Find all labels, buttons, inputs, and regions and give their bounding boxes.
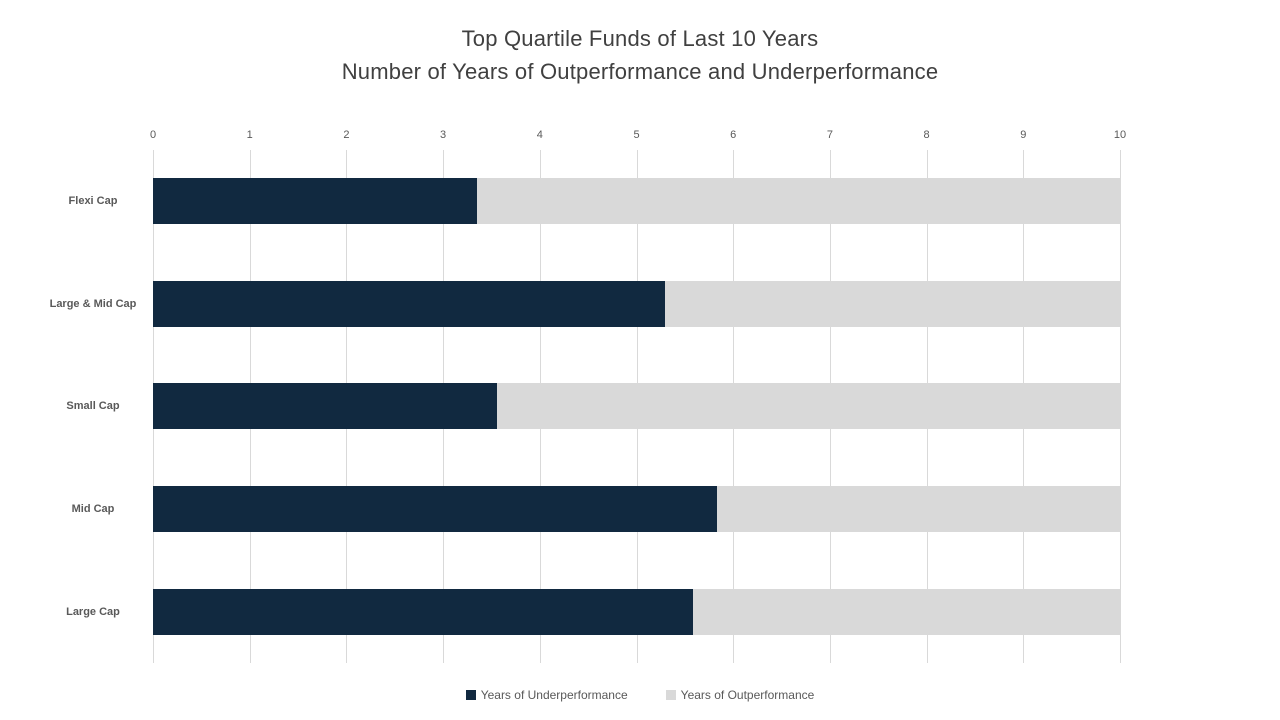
bar-rows: Flexi Cap Large & Mid Cap Small Cap Mid Cap… (50, 150, 1120, 663)
x-axis-tick-label: 10 (1113, 129, 1127, 141)
x-axis-tick-label: 7 (826, 129, 833, 141)
stacked-bar (153, 383, 1120, 430)
outperformance-bar (664, 280, 1120, 327)
x-axis-tick-label: 8 (923, 129, 930, 141)
stacked-bar (153, 588, 1120, 635)
x-axis-tick-label: 3 (440, 129, 447, 141)
legend-swatch-outperformance (665, 690, 676, 700)
x-axis-tick-label: 9 (1020, 129, 1027, 141)
plot-area: 0 1 2 3 4 5 6 7 8 9 10 Flexi Cap Large & Mid Cap Smal… (50, 129, 1126, 663)
underperformance-bar (153, 383, 498, 430)
underperformance-bar (153, 280, 665, 327)
legend-item-underperformance: Years of Underperformance (465, 688, 628, 702)
category-label: Mid Cap (71, 503, 115, 516)
legend-label-underperformance: Years of Underperformance (480, 688, 628, 702)
x-axis-tick-label: 6 (730, 129, 737, 141)
legend: Years of Underperformance Years of Outpe… (0, 688, 1280, 702)
gridline (1120, 150, 1121, 663)
x-axis-tick-label: 0 (149, 129, 157, 141)
outperformance-bar (476, 178, 1120, 225)
x-axis-tick-label: 1 (246, 129, 253, 141)
category-label: Flexi Cap (68, 195, 118, 208)
bar-row: Mid Cap (72, 458, 1120, 561)
legend-swatch-underperformance (465, 690, 476, 700)
legend-label-outperformance: Years of Outperformance (680, 688, 815, 702)
outperformance-bar (692, 588, 1120, 635)
underperformance-bar (153, 178, 477, 225)
x-axis-tick-label: 4 (536, 129, 543, 141)
stacked-bar (153, 178, 1120, 225)
chart-title-line2: Number of Years of Outperformance and Un… (341, 59, 939, 84)
bar-row: Flexi Cap (69, 150, 1120, 253)
bar-row: Large & Mid Cap (50, 253, 1120, 356)
x-axis-tick-label: 5 (633, 129, 640, 141)
chart-title: Top Quartile Funds of Last 10 Years Numb… (0, 22, 1280, 88)
outperformance-bar (716, 486, 1120, 533)
category-label: Small Cap (66, 400, 120, 413)
stacked-bar (153, 486, 1120, 533)
stacked-bar (153, 280, 1120, 327)
category-label: Large & Mid Cap (49, 297, 137, 310)
underperformance-bar (153, 588, 693, 635)
outperformance-bar (497, 383, 1120, 430)
bar-row: Large Cap (66, 560, 1120, 663)
underperformance-bar (153, 486, 717, 533)
bar-row: Small Cap (66, 355, 1120, 458)
legend-item-outperformance: Years of Outperformance (665, 688, 815, 702)
chart-title-line1: Top Quartile Funds of Last 10 Years (461, 26, 819, 51)
category-label: Large Cap (66, 605, 120, 618)
x-axis-tick-label: 2 (343, 129, 350, 141)
